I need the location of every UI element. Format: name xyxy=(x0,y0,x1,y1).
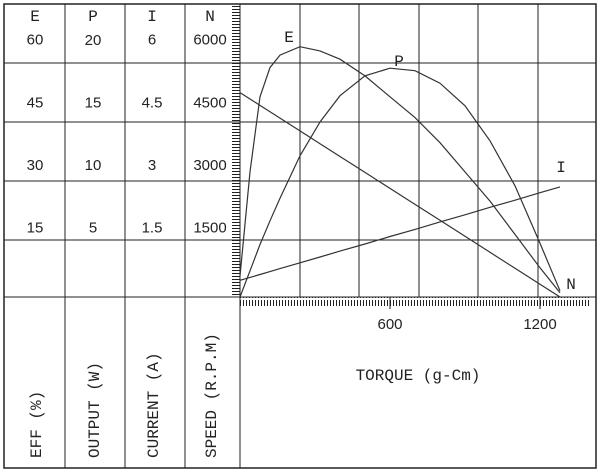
x-axis-label: TORQUE (g-Cm) xyxy=(356,367,481,385)
axis-label: OUTPUT (W) xyxy=(86,362,104,458)
curve-label: N xyxy=(566,276,576,294)
y-tick-label: 3000 xyxy=(193,157,226,174)
curve xyxy=(239,92,561,298)
y-tick-label: 20 xyxy=(85,32,102,49)
y-tick-label: 15 xyxy=(27,219,44,236)
curve xyxy=(239,46,561,294)
y-tick-label: 6 xyxy=(148,32,156,49)
y-tick-label: 3 xyxy=(148,157,156,174)
y-tick-label: 5 xyxy=(89,219,97,236)
column-header: E xyxy=(30,8,40,26)
x-tick-label: 1200 xyxy=(523,316,556,333)
curve xyxy=(239,186,561,281)
y-tick-label: 10 xyxy=(85,157,102,174)
y-tick-label: 4.5 xyxy=(142,94,163,111)
y-tick-label: 4500 xyxy=(193,94,226,111)
column-header: I xyxy=(147,8,157,26)
column-header: N xyxy=(205,8,215,26)
x-ruler xyxy=(240,297,590,306)
curve xyxy=(239,67,561,298)
column-header: P xyxy=(88,8,98,26)
axis-label: SPEED (R.P.M) xyxy=(203,333,221,458)
curve-label: P xyxy=(394,53,404,71)
y-tick-label: 60 xyxy=(27,32,44,49)
axis-label: CURRENT (A) xyxy=(145,352,163,458)
axis-label: EFF (%) xyxy=(28,391,46,458)
y-tick-label: 6000 xyxy=(193,32,226,49)
y-tick-label: 30 xyxy=(27,157,44,174)
x-tick-label: 600 xyxy=(377,316,402,333)
curve-label: I xyxy=(556,159,566,177)
y-tick-label: 45 xyxy=(27,94,44,111)
curve-label: E xyxy=(284,29,294,47)
y-tick-label: 1.5 xyxy=(142,219,163,236)
y-tick-label: 1500 xyxy=(193,219,226,236)
y-tick-label: 15 xyxy=(85,94,102,111)
y-ruler xyxy=(231,6,240,297)
